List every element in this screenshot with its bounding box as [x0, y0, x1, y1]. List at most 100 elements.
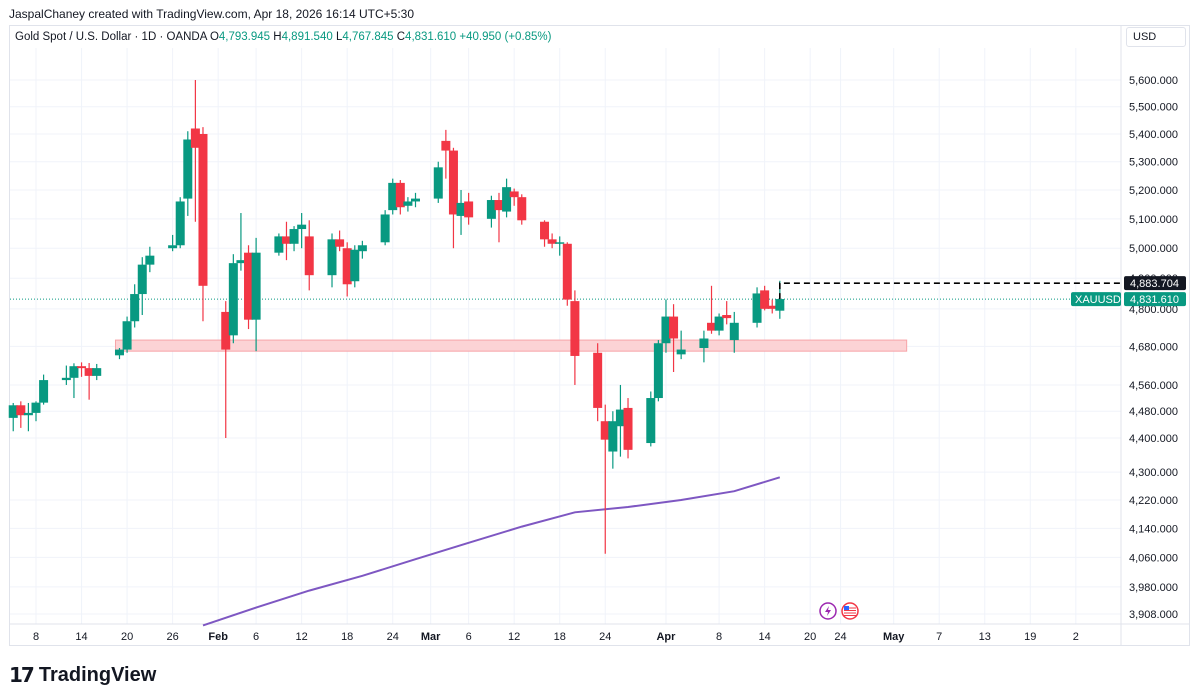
symbol-tag-bg: [1071, 292, 1121, 307]
candle-body: [448, 150, 458, 215]
candle-body: [23, 412, 33, 416]
x-tick-label: 24: [834, 631, 846, 643]
candle-body: [646, 398, 656, 444]
candle-body: [722, 315, 732, 319]
tradingview-logo-icon: 17: [9, 663, 35, 687]
candle-body: [77, 366, 87, 369]
candle-body: [555, 242, 565, 244]
candle-body: [183, 139, 193, 199]
candle-body: [464, 201, 474, 218]
candle-body: [760, 290, 770, 309]
candle-body: [236, 260, 246, 264]
low-value: 4,767.845: [342, 31, 394, 43]
candle-body: [289, 229, 299, 244]
candle-body: [593, 352, 603, 408]
low-label: L: [335, 31, 343, 43]
candle-body: [114, 349, 124, 356]
level-line: [779, 282, 1121, 300]
candle-body: [39, 380, 49, 403]
candle-body: [570, 301, 580, 356]
y-tick-label: 4,480.000: [1129, 406, 1178, 418]
candle-body: [767, 305, 777, 309]
candle-body: [441, 140, 451, 151]
candle-body: [562, 243, 572, 300]
candle-body: [84, 368, 94, 376]
candle-body: [145, 255, 155, 265]
x-tick-label: 14: [759, 631, 771, 643]
candle-body: [486, 200, 496, 219]
x-tick-label: May: [883, 631, 905, 643]
x-tick-label: 6: [253, 631, 259, 643]
symbol-title: Gold Spot / U.S. Dollar · 1D · OANDA: [15, 31, 207, 43]
candle-body: [661, 316, 671, 344]
y-tick-label: 5,100.000: [1129, 214, 1178, 226]
y-tick-label: 4,560.000: [1129, 380, 1178, 392]
y-tick-label: 3,908.000: [1129, 609, 1178, 621]
x-tick-label: 8: [33, 631, 39, 643]
candle-body: [198, 133, 208, 286]
x-tick-label: 12: [296, 631, 308, 643]
candle-body: [540, 221, 550, 240]
y-tick-label: 4,800.000: [1129, 304, 1178, 316]
candle-body: [653, 343, 663, 399]
x-tick-label: 20: [121, 631, 133, 643]
y-tick-label: 5,600.000: [1129, 75, 1178, 87]
candle-body: [221, 311, 231, 350]
candle-body: [8, 405, 18, 418]
x-tick-label: 13: [979, 631, 991, 643]
x-tick-label: 7: [936, 631, 942, 643]
candle-body: [411, 198, 420, 202]
candle-body: [456, 202, 466, 216]
last-price-tag-bg: [1124, 292, 1186, 307]
candle-body: [297, 224, 307, 230]
level-price-tag: 4,883.704: [1130, 278, 1179, 290]
candle-body: [304, 236, 314, 276]
candle-body: [251, 252, 261, 320]
candle-body: [775, 299, 785, 311]
candle-body: [342, 248, 352, 285]
candle-body: [244, 252, 254, 320]
brand-name: TradingView: [38, 663, 157, 686]
candle-body: [699, 338, 709, 348]
currency-button[interactable]: USD: [1126, 27, 1186, 47]
candle-body: [388, 182, 398, 211]
lightning-icon-glyph: [825, 606, 831, 616]
y-tick-label: 5,000.000: [1129, 243, 1178, 255]
candle-body: [380, 214, 390, 243]
candle-body: [547, 239, 557, 244]
candle-body: [69, 366, 79, 378]
candle-body: [130, 294, 140, 322]
close-value: 4,831.610: [405, 31, 457, 43]
x-tick-label: 8: [716, 631, 722, 643]
candle-body: [600, 421, 610, 440]
x-tick-label: Feb: [208, 631, 228, 643]
open-label: O: [209, 31, 219, 43]
candle-body: [403, 201, 413, 206]
x-tick-label: 18: [554, 631, 566, 643]
change-value: +40.950 (+0.85%): [459, 31, 552, 43]
candle-body: [517, 197, 527, 221]
high-label: H: [273, 31, 282, 43]
y-tick-label: 4,300.000: [1129, 467, 1178, 479]
candle-body: [175, 201, 185, 246]
symbol-legend: Gold Spot / U.S. Dollar · 1D · OANDA O 4,…: [15, 31, 552, 43]
y-tick-label: 5,400.000: [1129, 129, 1178, 141]
x-tick-label: 6: [466, 631, 472, 643]
candle-body: [357, 245, 367, 252]
candle-body: [669, 316, 679, 339]
last-price-tag: 4,831.610: [1130, 294, 1179, 306]
candle-body: [190, 128, 200, 148]
candle-body: [707, 322, 717, 331]
y-tick-label: 4,060.000: [1129, 552, 1178, 564]
y-tick-label: 5,300.000: [1129, 157, 1178, 169]
candle-body: [31, 402, 41, 413]
candle-body: [92, 368, 102, 376]
candle-body: [350, 249, 360, 282]
candle-body: [729, 322, 739, 341]
level-price-tag-bg: [1124, 276, 1186, 291]
candle-body: [281, 236, 291, 244]
candle-body: [61, 377, 71, 381]
candle-body: [623, 407, 633, 450]
y-tick-label: 5,200.000: [1129, 185, 1178, 197]
